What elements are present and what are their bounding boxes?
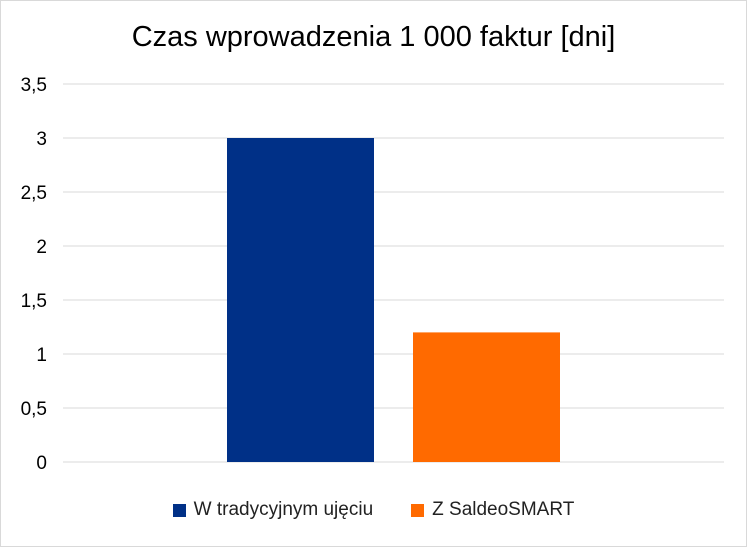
legend-item-series-1: W tradycyjnym ujęciu xyxy=(172,499,374,521)
y-tick-label: 1,5 xyxy=(21,291,47,312)
legend-item-series-2: Z SaldeoSMART xyxy=(411,499,574,521)
y-tick-label: 0 xyxy=(36,453,47,474)
legend-swatch-series-1 xyxy=(172,503,186,517)
y-tick-label: 3,5 xyxy=(21,75,47,96)
bar-series-1 xyxy=(227,138,374,462)
legend-swatch-series-2 xyxy=(411,503,425,517)
y-tick-label: 1 xyxy=(36,345,47,366)
y-tick-label: 3 xyxy=(36,129,47,150)
y-tick-label: 0,5 xyxy=(21,399,47,420)
chart-title: Czas wprowadzenia 1 000 faktur [dni] xyxy=(131,21,616,53)
y-tick-label: 2,5 xyxy=(21,183,47,204)
bar-series-2 xyxy=(413,332,560,462)
legend: W tradycyjnym ujęciu Z SaldeoSMART xyxy=(1,499,746,521)
legend-label-series-1: W tradycyjnym ujęciu xyxy=(193,499,374,520)
y-tick-label: 2 xyxy=(36,237,47,258)
legend-label-series-2: Z SaldeoSMART xyxy=(432,499,575,520)
